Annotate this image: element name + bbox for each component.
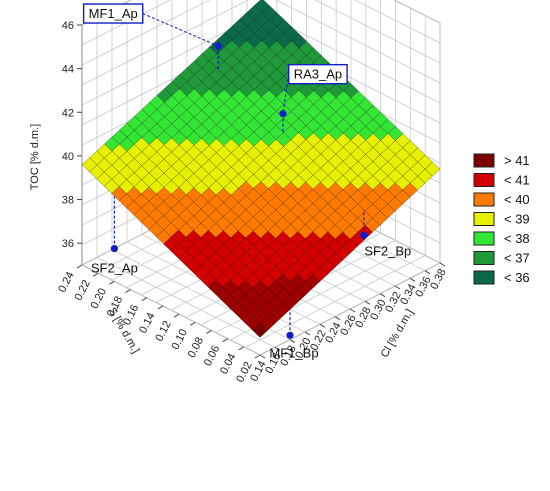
cl-tick — [334, 316, 341, 321]
data-point — [110, 245, 118, 253]
cl-tick — [319, 323, 326, 328]
cl-tick — [394, 285, 401, 290]
s-tick-label: 0.06 — [202, 344, 222, 369]
cl-tick — [424, 270, 431, 275]
s-tick — [238, 346, 245, 351]
legend-swatch — [473, 153, 495, 168]
z-axis-title: TOC [% d.m.] — [29, 124, 41, 190]
point-label: MF1_Ap — [89, 6, 138, 21]
s-tick — [254, 354, 261, 359]
s-tick-label: 0.10 — [170, 327, 190, 352]
cl-tick — [379, 293, 386, 298]
legend: > 41 < 41 < 40 < 39 < 38 < 37 < 36 — [473, 153, 530, 285]
s-tick-label: 0.08 — [186, 335, 206, 360]
cl-tick — [349, 308, 356, 313]
legend-label: < 40 — [504, 192, 530, 207]
legend-label: < 37 — [504, 251, 530, 266]
z-tick-label: 44 — [62, 64, 74, 76]
z-tick-label: 40 — [62, 151, 74, 163]
s-tick — [173, 313, 180, 318]
point-label: RA3_Ap — [294, 67, 342, 82]
z-tick-label: 36 — [62, 238, 74, 250]
s-tick — [206, 330, 212, 334]
legend-swatch — [473, 251, 495, 265]
cl-tick — [409, 277, 416, 282]
point-label: MF1_Bp — [269, 345, 318, 360]
point-label: SF2_Ap — [91, 261, 138, 276]
z-tick-label: 46 — [62, 20, 74, 32]
s-tick-label: 0.12 — [153, 319, 173, 344]
grid-line — [81, 0, 211, 66]
legend-swatch — [473, 270, 495, 285]
legend-label: < 39 — [504, 212, 530, 227]
point-label: SF2_Bp — [364, 243, 411, 258]
s-tick-label: 0.20 — [89, 286, 109, 311]
data-point — [360, 231, 368, 239]
legend-label: < 38 — [504, 231, 530, 246]
legend-label: < 36 — [504, 270, 530, 285]
legend-swatch — [473, 173, 495, 187]
legend-label: < 41 — [504, 173, 530, 188]
cl-tick — [364, 300, 371, 305]
s-tick — [222, 338, 228, 343]
grid-line — [314, 0, 441, 64]
surface-cell — [252, 323, 268, 338]
cl-tick — [274, 346, 281, 351]
grid-line — [81, 0, 171, 46]
grid-line — [393, 0, 441, 24]
s-tick-label: 0.04 — [218, 352, 238, 377]
s-tick — [109, 280, 115, 285]
z-tick-label: 42 — [62, 107, 74, 119]
cl-tick — [304, 331, 311, 336]
point-label-connector — [142, 13, 219, 47]
s-tick — [125, 289, 131, 293]
cl-tick-label: 0.38 — [428, 267, 448, 292]
s-tick — [76, 264, 83, 269]
cl-tick — [289, 339, 296, 344]
s-tick — [141, 297, 147, 302]
s-tick-label: 0.24 — [56, 270, 76, 295]
legend-swatch — [473, 192, 495, 207]
cl-tick — [259, 354, 266, 359]
point-label-connector — [282, 74, 290, 114]
s-tick — [190, 321, 196, 326]
response-surface — [81, 0, 441, 338]
data-point — [279, 110, 287, 118]
cl-axis-title: Cl [% d.m.] — [379, 307, 416, 360]
s-tick — [157, 305, 164, 310]
cl-tick — [439, 262, 446, 267]
legend-label: > 41 — [504, 153, 530, 168]
s-tick-label: 0.22 — [72, 278, 92, 303]
legend-swatch — [473, 231, 495, 246]
s-tick-label: 0.14 — [137, 311, 157, 336]
legend-swatch — [473, 212, 495, 226]
z-tick-label: 38 — [62, 195, 74, 207]
data-point — [286, 331, 294, 339]
grid-line — [354, 0, 441, 44]
s-tick — [92, 272, 99, 277]
